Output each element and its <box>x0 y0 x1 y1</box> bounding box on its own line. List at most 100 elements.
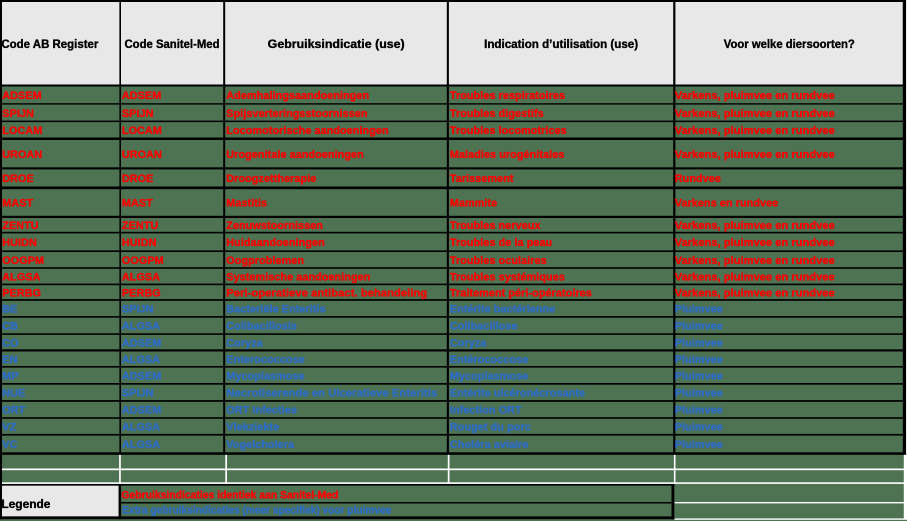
svg-text:Pluimvee: Pluimvee <box>675 371 723 383</box>
svg-text:Enterococcose: Enterococcose <box>226 354 304 366</box>
svg-text:Colibacillose: Colibacillose <box>450 321 518 333</box>
svg-text:HUIDN: HUIDN <box>2 237 37 249</box>
svg-text:Peri-operatieve antibact. beha: Peri-operatieve antibact. behandeling <box>226 287 427 299</box>
svg-text:HUIDN: HUIDN <box>122 237 157 249</box>
svg-text:ADSEM: ADSEM <box>2 90 41 102</box>
svg-text:Pluimvee: Pluimvee <box>675 354 723 366</box>
svg-text:ALGSA: ALGSA <box>122 439 160 451</box>
svg-text:DROE: DROE <box>2 173 34 185</box>
svg-text:ADSEM: ADSEM <box>122 337 161 349</box>
svg-text:ZENTU: ZENTU <box>2 220 39 232</box>
svg-text:Choléra aviaire: Choléra aviaire <box>450 439 529 451</box>
svg-text:Mammite: Mammite <box>450 198 497 210</box>
svg-text:Pluimvee: Pluimvee <box>675 321 723 333</box>
svg-text:NUE: NUE <box>2 388 25 400</box>
svg-text:Gebruiksindicaties identiek aa: Gebruiksindicaties identiek aan Sanitel-… <box>121 489 338 501</box>
svg-text:Indication d’utilisation (use): Indication d’utilisation (use) <box>484 39 638 51</box>
svg-text:Voor welke diersoorten?: Voor welke diersoorten? <box>724 39 855 51</box>
svg-text:Rouget du porc: Rouget du porc <box>450 422 531 434</box>
svg-text:Troubles respiratoires: Troubles respiratoires <box>450 90 565 102</box>
svg-text:Maladies urogénitales: Maladies urogénitales <box>450 149 564 161</box>
svg-text:Varkens, pluimvee en rundvee: Varkens, pluimvee en rundvee <box>675 220 835 232</box>
svg-text:Traitement péri-opératoires: Traitement péri-opératoires <box>450 287 592 299</box>
svg-text:ALGSA: ALGSA <box>122 354 160 366</box>
svg-text:Necrotiserende en Ulceratieve: Necrotiserende en Ulceratieve Enteritis <box>226 388 437 400</box>
svg-text:PERBG: PERBG <box>122 287 161 299</box>
svg-text:ORT: ORT <box>2 405 25 417</box>
svg-text:Locomotorische aandoeningen: Locomotorische aandoeningen <box>226 125 388 137</box>
svg-text:ALGSA: ALGSA <box>122 422 160 434</box>
svg-text:UROAN: UROAN <box>122 149 162 161</box>
svg-text:Pluimvee: Pluimvee <box>675 439 723 451</box>
svg-text:Spijsverteringsstoornissen: Spijsverteringsstoornissen <box>226 108 367 120</box>
svg-text:Coryza: Coryza <box>226 337 263 349</box>
svg-text:Varkens, pluimvee en rundvee: Varkens, pluimvee en rundvee <box>675 255 835 267</box>
svg-text:Entérite bactérienne: Entérite bactérienne <box>450 304 555 316</box>
svg-text:Pluimvee: Pluimvee <box>675 304 723 316</box>
svg-text:Extra gebruiksindicaties (meer: Extra gebruiksindicaties (meer specifiek… <box>122 505 391 517</box>
svg-text:Mastitis: Mastitis <box>226 198 267 210</box>
svg-text:Vogelcholera: Vogelcholera <box>226 439 295 451</box>
svg-text:ALGSA: ALGSA <box>2 271 40 283</box>
svg-text:OOGPM: OOGPM <box>122 255 164 267</box>
svg-text:ADSEM: ADSEM <box>122 371 161 383</box>
svg-text:ZENTU: ZENTU <box>122 220 159 232</box>
svg-text:Pluimvee: Pluimvee <box>675 337 723 349</box>
svg-text:PERBG: PERBG <box>2 287 41 299</box>
svg-text:Colibacillosis: Colibacillosis <box>226 321 297 333</box>
svg-text:ADSEM: ADSEM <box>122 405 161 417</box>
svg-text:Varkens, pluimvee en rundvee: Varkens, pluimvee en rundvee <box>675 287 835 299</box>
svg-text:Entérite ulcéronécrosante: Entérite ulcéronécrosante <box>450 388 585 400</box>
svg-text:Code Sanitel-Med: Code Sanitel-Med <box>125 39 220 51</box>
svg-text:SPIJN: SPIJN <box>122 388 154 400</box>
svg-text:Entérococcose: Entérococcose <box>450 354 528 366</box>
svg-text:Pluimvee: Pluimvee <box>675 422 723 434</box>
svg-text:VC: VC <box>2 439 17 451</box>
svg-text:Troubles systémiques: Troubles systémiques <box>450 271 565 283</box>
svg-text:OOGPM: OOGPM <box>2 255 44 267</box>
svg-text:Varkens, pluimvee en rundvee: Varkens, pluimvee en rundvee <box>675 149 835 161</box>
svg-text:Troubles digestifs: Troubles digestifs <box>450 108 544 120</box>
svg-text:SPIJN: SPIJN <box>2 108 34 120</box>
svg-text:Varkens, pluimvee en rundvee: Varkens, pluimvee en rundvee <box>675 125 835 137</box>
svg-text:Droogzettherapie: Droogzettherapie <box>226 173 316 185</box>
svg-text:Troubles de la peau: Troubles de la peau <box>450 237 552 249</box>
svg-text:Pluimvee: Pluimvee <box>675 405 723 417</box>
svg-text:Varkens, pluimvee en rundvee: Varkens, pluimvee en rundvee <box>675 237 835 249</box>
svg-text:BE: BE <box>2 304 17 316</box>
svg-text:Code AB Register: Code AB Register <box>1 39 99 51</box>
svg-text:Oogproblemen: Oogproblemen <box>226 255 304 267</box>
svg-text:Pluimvee: Pluimvee <box>675 388 723 400</box>
svg-text:Varkens, pluimvee en rundvee: Varkens, pluimvee en rundvee <box>675 90 835 102</box>
svg-text:Troubles nerveux: Troubles nerveux <box>450 220 541 232</box>
svg-text:LOCAM: LOCAM <box>2 125 42 137</box>
svg-text:MAST: MAST <box>122 198 153 210</box>
svg-text:Tarissement: Tarissement <box>450 173 514 185</box>
svg-text:DROE: DROE <box>122 173 154 185</box>
svg-text:Legende: Legende <box>1 499 50 511</box>
svg-text:Huidaandoeningen: Huidaandoeningen <box>226 237 324 249</box>
svg-text:Zenuwstoornissen: Zenuwstoornissen <box>226 220 323 232</box>
svg-text:MAST: MAST <box>2 198 33 210</box>
svg-text:ALGSA: ALGSA <box>122 321 160 333</box>
svg-text:VZ: VZ <box>2 422 16 434</box>
svg-text:Bacteriële Enteritis: Bacteriële Enteritis <box>226 304 325 316</box>
svg-text:MP: MP <box>2 371 18 383</box>
svg-text:SPIJN: SPIJN <box>122 108 154 120</box>
svg-text:Varkens en rundvee: Varkens en rundvee <box>675 198 778 210</box>
svg-text:CO: CO <box>2 337 18 349</box>
svg-text:Troubles locomotrices: Troubles locomotrices <box>450 125 567 137</box>
svg-text:Gebruiksindicatie (use): Gebruiksindicatie (use) <box>268 39 405 51</box>
svg-text:Infection ORT: Infection ORT <box>450 405 522 417</box>
svg-text:CB: CB <box>2 321 18 333</box>
svg-text:Systemische aandoeningen: Systemische aandoeningen <box>226 271 370 283</box>
svg-text:Vlekziekte: Vlekziekte <box>226 422 279 434</box>
svg-text:Varkens, pluimvee en rundvee: Varkens, pluimvee en rundvee <box>675 271 835 283</box>
svg-text:ALGSA: ALGSA <box>122 271 160 283</box>
svg-text:Urogenitale aandoeningen: Urogenitale aandoeningen <box>226 149 363 161</box>
svg-text:Rundvee: Rundvee <box>675 173 721 185</box>
svg-text:ORT Infecties: ORT Infecties <box>226 405 297 417</box>
svg-text:EN: EN <box>2 354 17 366</box>
svg-text:Mycoplasmose: Mycoplasmose <box>226 371 304 383</box>
svg-text:ADSEM: ADSEM <box>122 90 161 102</box>
